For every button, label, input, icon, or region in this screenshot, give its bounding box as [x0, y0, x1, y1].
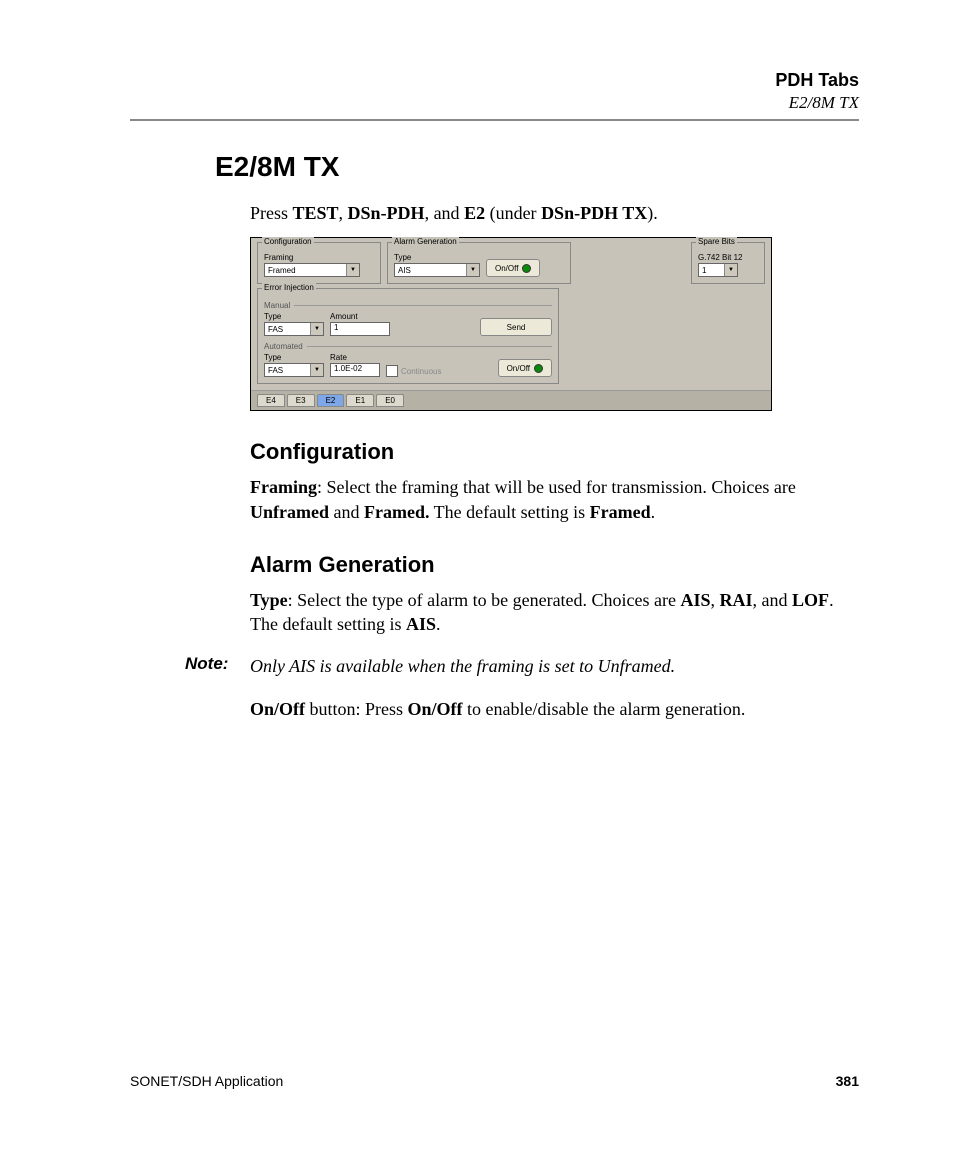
- ui-screenshot: Configuration Framing Framed ▼ Alarm Gen…: [250, 237, 772, 411]
- config-group-title: Configuration: [262, 237, 314, 246]
- alarm-group: Alarm Generation Type AIS ▼ On/Off: [387, 242, 571, 284]
- alarm-type-dropdown[interactable]: AIS ▼: [394, 263, 480, 277]
- bold-text: On/Off: [408, 699, 463, 719]
- auto-type-label: Type: [264, 353, 324, 362]
- rate-input[interactable]: 1.0E-02: [330, 363, 380, 377]
- intro-bold: E2: [464, 203, 485, 223]
- footer-app: SONET/SDH Application: [130, 1073, 283, 1089]
- bold-text: AIS: [681, 590, 711, 610]
- header-rule: [130, 119, 859, 121]
- body-text: to enable/disable the alarm generation.: [463, 699, 746, 719]
- note-row: Note: Only AIS is available when the fra…: [185, 654, 859, 678]
- amount-input[interactable]: 1: [330, 322, 390, 336]
- tab-bar: E4E3E2E1E0: [251, 390, 771, 410]
- onoff-paragraph: On/Off button: Press On/Off to enable/di…: [250, 697, 859, 721]
- intro-bold: TEST: [293, 203, 339, 223]
- tab-e2[interactable]: E2: [317, 394, 345, 407]
- tab-e1[interactable]: E1: [346, 394, 374, 407]
- bold-text: Framed: [590, 502, 651, 522]
- intro-paragraph: Press TEST, DSn-PDH, and E2 (under DSn-P…: [250, 201, 859, 225]
- body-text: The default setting is: [429, 502, 589, 522]
- error-injection-group: Error Injection Manual Type FAS ▼ Amount: [257, 288, 559, 384]
- bold-text: AIS: [406, 614, 436, 634]
- auto-onoff-button[interactable]: On/Off: [498, 359, 552, 377]
- bold-text: On/Off: [250, 699, 305, 719]
- framing-label: Framing: [264, 253, 374, 262]
- chevron-down-icon: ▼: [724, 264, 737, 276]
- config-group: Configuration Framing Framed ▼: [257, 242, 381, 284]
- intro-text: ,: [339, 203, 348, 223]
- error-injection-group-title: Error Injection: [262, 283, 316, 292]
- manual-type-label: Type: [264, 312, 324, 321]
- bold-text: Type: [250, 590, 288, 610]
- sparebits-value: 1: [699, 266, 724, 275]
- chevron-down-icon: ▼: [346, 264, 359, 276]
- tab-e4[interactable]: E4: [257, 394, 285, 407]
- manual-type-dropdown[interactable]: FAS ▼: [264, 322, 324, 336]
- header-subtitle: E2/8M TX: [130, 93, 859, 113]
- send-button[interactable]: Send: [480, 318, 552, 336]
- config-heading: Configuration: [250, 439, 859, 465]
- body-text: , and: [753, 590, 793, 610]
- body-text: ,: [711, 590, 720, 610]
- body-text: : Select the type of alarm to be generat…: [288, 590, 681, 610]
- alarm-group-title: Alarm Generation: [392, 237, 459, 246]
- footer-page-number: 381: [836, 1073, 859, 1089]
- body-text: button: Press: [305, 699, 408, 719]
- automated-label: Automated: [264, 342, 303, 351]
- alarm-heading: Alarm Generation: [250, 552, 859, 578]
- onoff-label: On/Off: [507, 364, 530, 373]
- sparebits-group: Spare Bits G.742 Bit 12 1 ▼: [691, 242, 765, 284]
- led-icon: [522, 264, 531, 273]
- page-heading: E2/8M TX: [215, 151, 859, 183]
- rate-label: Rate: [330, 353, 380, 362]
- automated-divider: Automated: [264, 342, 552, 351]
- sparebits-group-title: Spare Bits: [696, 237, 737, 246]
- tab-e0[interactable]: E0: [376, 394, 404, 407]
- intro-text: , and: [425, 203, 465, 223]
- manual-label: Manual: [264, 301, 290, 310]
- manual-type-value: FAS: [265, 325, 310, 334]
- bold-text: Unframed: [250, 502, 329, 522]
- intro-text: ).: [647, 203, 658, 223]
- alarm-type-value: AIS: [395, 266, 466, 275]
- intro-bold: DSn-PDH TX: [541, 203, 647, 223]
- framing-value: Framed: [265, 266, 346, 275]
- sparebits-dropdown[interactable]: 1 ▼: [698, 263, 738, 277]
- bold-text: LOF: [792, 590, 829, 610]
- tab-e3[interactable]: E3: [287, 394, 315, 407]
- bold-text: RAI: [720, 590, 753, 610]
- bold-text: Framing: [250, 477, 317, 497]
- note-label: Note:: [185, 654, 250, 678]
- body-text: and: [329, 502, 364, 522]
- alarm-paragraph: Type: Select the type of alarm to be gen…: [250, 588, 859, 637]
- continuous-checkbox[interactable]: [386, 365, 398, 377]
- led-icon: [534, 364, 543, 373]
- chevron-down-icon: ▼: [466, 264, 479, 276]
- alarm-onoff-button[interactable]: On/Off: [486, 259, 540, 277]
- intro-bold: DSn-PDH: [348, 203, 425, 223]
- body-text: : Select the framing that will be used f…: [317, 477, 796, 497]
- intro-text: (under: [485, 203, 541, 223]
- chevron-down-icon: ▼: [310, 364, 323, 376]
- framing-dropdown[interactable]: Framed ▼: [264, 263, 360, 277]
- continuous-label: Continuous: [401, 367, 441, 376]
- sparebits-label: G.742 Bit 12: [698, 253, 758, 262]
- manual-divider: Manual: [264, 301, 552, 310]
- page-footer: SONET/SDH Application 381: [130, 1073, 859, 1089]
- body-text: .: [651, 502, 656, 522]
- auto-type-dropdown[interactable]: FAS ▼: [264, 363, 324, 377]
- config-paragraph: Framing: Select the framing that will be…: [250, 475, 859, 524]
- note-body: Only AIS is available when the framing i…: [250, 654, 675, 678]
- alarm-type-label: Type: [394, 253, 480, 262]
- intro-text: Press: [250, 203, 293, 223]
- amount-label: Amount: [330, 312, 390, 321]
- auto-type-value: FAS: [265, 366, 310, 375]
- body-text: .: [436, 614, 441, 634]
- bold-text: Framed.: [364, 502, 429, 522]
- onoff-label: On/Off: [495, 264, 518, 273]
- send-label: Send: [507, 323, 526, 332]
- chevron-down-icon: ▼: [310, 323, 323, 335]
- header-title: PDH Tabs: [130, 70, 859, 91]
